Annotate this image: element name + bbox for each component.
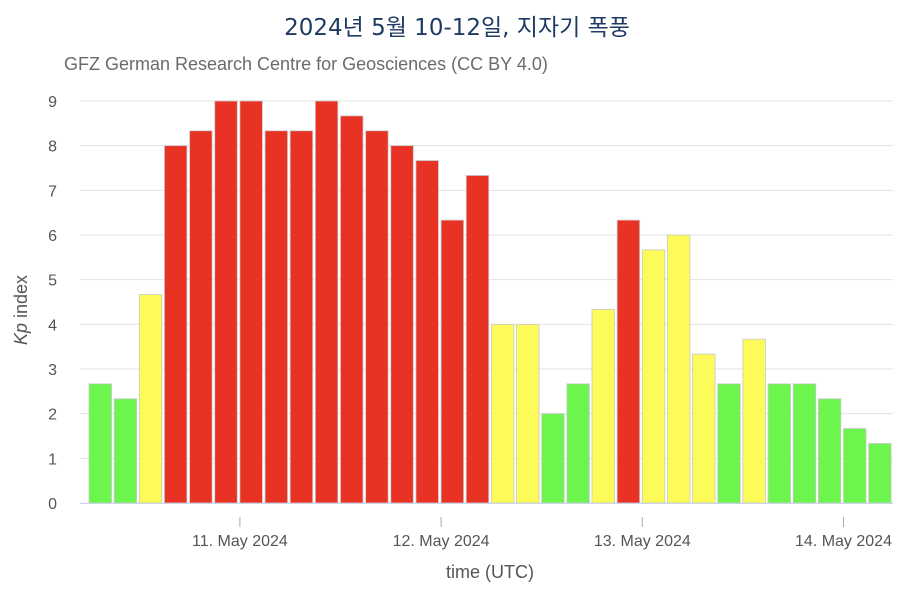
x-tick-label: 13. May 2024 [594, 533, 691, 550]
kp-bar [340, 115, 364, 504]
kp-bar [189, 130, 213, 504]
chart-subtitle: GFZ German Research Centre for Geoscienc… [64, 54, 548, 74]
kp-bar [314, 100, 339, 504]
kp-bar [465, 175, 490, 504]
x-axis: 11. May 2024 12. May 2024 13. May 2024 14. … [80, 503, 893, 550]
kp-bar [113, 398, 138, 504]
kp-bar [88, 383, 112, 504]
y-axis-label: Kp index [11, 275, 31, 345]
kp-bar [692, 353, 716, 504]
y-tick-label: 2 [48, 407, 57, 424]
kp-bar [792, 383, 817, 504]
kp-bar [516, 323, 540, 504]
y-tick-label: 0 [48, 496, 57, 513]
kp-bar [616, 219, 641, 504]
kp-bar [868, 443, 892, 504]
kp-bar [390, 145, 414, 504]
kp-bar [667, 234, 691, 504]
kp-bar [365, 130, 389, 504]
kp-bar [566, 383, 590, 504]
y-tick-label: 4 [48, 317, 57, 334]
y-tick-labels: 0 1 2 3 4 5 6 7 8 9 [48, 94, 57, 513]
kp-bar [289, 130, 314, 504]
kp-bar [214, 100, 238, 504]
y-tick-label: 9 [48, 94, 57, 111]
kp-bar [742, 338, 766, 504]
kp-bar [440, 219, 465, 504]
y-axis-label-kp: Kp [11, 323, 31, 345]
x-tick-label: 12. May 2024 [393, 533, 490, 550]
kp-bar [843, 428, 867, 504]
x-tick-label: 14. May 2024 [795, 533, 892, 550]
y-tick-label: 6 [48, 228, 57, 245]
kp-bar [490, 323, 515, 504]
y-tick-label: 1 [48, 451, 57, 468]
kp-bar [717, 383, 741, 504]
kp-bar [138, 294, 163, 504]
kp-bar [767, 383, 791, 504]
y-tick-label: 5 [48, 273, 57, 290]
chart-title: 2024년 5월 10-12일, 지자기 폭풍 [284, 15, 630, 41]
y-axis-label-index: index [11, 275, 31, 323]
kp-bar [164, 145, 188, 504]
x-axis-label: time (UTC) [446, 562, 534, 582]
kp-bar [591, 309, 615, 504]
kp-bar [415, 160, 439, 504]
y-tick-label: 3 [48, 362, 57, 379]
kp-bar [541, 413, 565, 504]
kp-bar [641, 249, 666, 504]
bars [88, 100, 892, 504]
kp-bar [264, 130, 288, 504]
x-tick-label: 11. May 2024 [192, 533, 288, 550]
y-tick-label: 7 [48, 183, 57, 200]
y-tick-label: 8 [48, 139, 57, 156]
kp-bar [239, 100, 263, 504]
kp-bar [817, 398, 842, 504]
